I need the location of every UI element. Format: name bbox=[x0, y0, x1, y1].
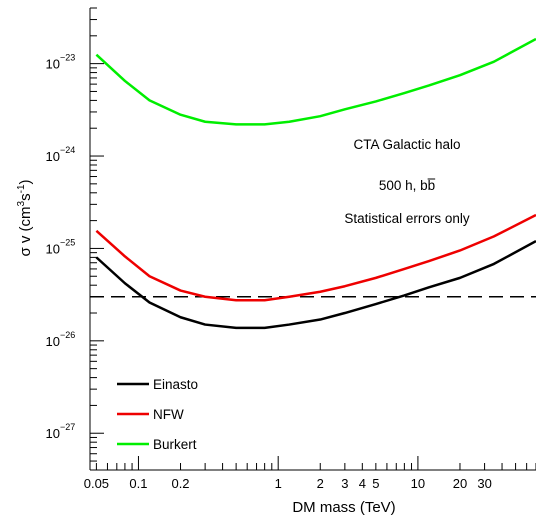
y-tick-label: 10 bbox=[46, 57, 60, 72]
y-tick-label: 10 bbox=[46, 241, 60, 256]
series-line-burkert bbox=[95, 37, 536, 126]
y-tick-label-exponent: −24 bbox=[60, 145, 75, 155]
y-axis-title-part3: ) bbox=[17, 179, 34, 184]
y-tick-label-exponent: −27 bbox=[60, 422, 75, 432]
y-tick-label: 10 bbox=[46, 426, 60, 441]
y-tick-label-exponent: −25 bbox=[60, 237, 75, 247]
y-tick-label-exponent: −26 bbox=[60, 330, 75, 340]
y-axis-title-part1: σ v (cm bbox=[17, 206, 34, 256]
x-tick-label: 3 bbox=[341, 476, 348, 491]
x-tick-label: 30 bbox=[477, 476, 491, 491]
y-axis-title-sup1: 3 bbox=[16, 200, 27, 206]
x-axis-title: DM mass (TeV) bbox=[292, 499, 395, 516]
series-line-einasto bbox=[95, 240, 536, 330]
x-tick-label: 0.1 bbox=[129, 476, 147, 491]
x-tick-label: 0.2 bbox=[171, 476, 189, 491]
legend: Einasto NFW Burkert bbox=[117, 377, 198, 452]
annotation-line-3: Statistical errors only bbox=[344, 211, 470, 226]
y-tick-label: 10 bbox=[46, 334, 60, 349]
y-tick-label: 10 bbox=[46, 149, 60, 164]
annotation-line-2-text: 500 h, b bbox=[379, 178, 428, 193]
y-axis-title-part2: s bbox=[17, 193, 34, 201]
x-tick-label: 4 bbox=[359, 476, 366, 491]
legend-label-nfw: NFW bbox=[153, 407, 184, 422]
y-axis-title: σ v (cm3s-1) bbox=[16, 179, 34, 256]
annotation-line-1: CTA Galactic halo bbox=[353, 137, 460, 152]
annotation-b-bar: b bbox=[428, 178, 436, 193]
legend-label-einasto: Einasto bbox=[153, 377, 198, 392]
legend-label-burkert: Burkert bbox=[153, 437, 197, 452]
x-tick-label: 0.05 bbox=[84, 476, 109, 491]
y-axis-title-sup2: -1 bbox=[16, 184, 27, 193]
x-tick-label: 1 bbox=[275, 476, 282, 491]
x-tick-label: 10 bbox=[411, 476, 425, 491]
x-tick-label: 20 bbox=[453, 476, 467, 491]
y-tick-label-exponent: −23 bbox=[60, 53, 75, 63]
series-line-nfw bbox=[95, 213, 536, 302]
x-tick-label: 2 bbox=[317, 476, 324, 491]
x-tick-label: 5 bbox=[372, 476, 379, 491]
chart-annotations: CTA Galactic halo 500 h, bb Statistical … bbox=[344, 137, 470, 226]
annotation-line-2: 500 h, bb bbox=[379, 178, 435, 193]
